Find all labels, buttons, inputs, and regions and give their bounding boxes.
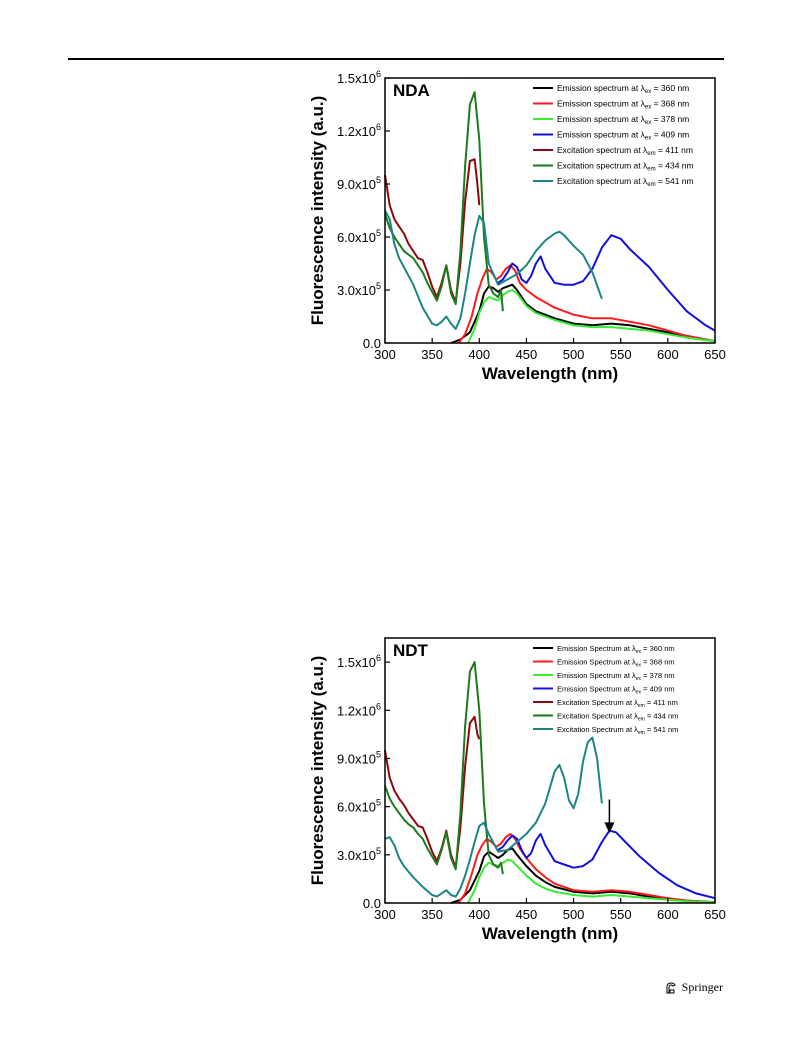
series-line-3 [467, 858, 716, 904]
legend-entry: Excitation Spectrum at λem = 434 nm [557, 712, 678, 723]
y-tick-label: 0.0 [363, 896, 381, 911]
panel-label: NDA [393, 81, 430, 100]
legend-entry: Excitation spectrum at λem = 541 nm [557, 176, 694, 188]
chart-panel-ndt: 300 350 400 450 500 550 600 650 0.0 3.0x105 6.0x10… [308, 637, 726, 943]
y-tick-label: 3.0x105 [337, 281, 381, 298]
x-tick-label: 600 [657, 907, 679, 922]
legend-entry: Excitation Spectrum at λem = 411 nm [557, 698, 678, 709]
series-line-4 [497, 234, 716, 332]
x-tick-label: 550 [610, 347, 632, 362]
y-tick-label: 0.0 [363, 336, 381, 351]
x-tick-label: 500 [563, 347, 585, 362]
series-line-5 [384, 715, 481, 869]
series-line-6 [384, 661, 504, 875]
plot-frame [384, 77, 716, 344]
y-tick-label: 6.0x105 [337, 798, 381, 815]
y-tick-label: 1.5x106 [337, 653, 381, 670]
chart-panel-nda: 300 350 400 450 500 550 600 650 0.0 3.0x105 6.0x10… [308, 69, 726, 383]
series-line-7 [384, 210, 603, 330]
legend-entry: Emission Spectrum at λex = 409 nm [557, 685, 675, 696]
y-tick-label: 9.0x105 [337, 749, 381, 766]
legend-entry: Emission spectrum at λex = 360 nm [557, 83, 689, 95]
x-axis-title: Wavelength (nm) [482, 924, 618, 943]
y-tick-label: 9.0x105 [337, 175, 381, 192]
x-tick-label: 650 [704, 347, 726, 362]
legend-entry: Emission Spectrum at λex = 360 nm [557, 644, 675, 655]
legend-entry: Excitation spectrum at λem = 411 nm [557, 145, 693, 157]
annotation-arrow-head [604, 822, 615, 834]
x-tick-label: 550 [610, 907, 632, 922]
x-tick-label: 350 [421, 347, 443, 362]
series-line-1 [450, 283, 716, 344]
series-line-1 [450, 847, 716, 904]
x-axis-title: Wavelength (nm) [482, 364, 618, 383]
x-tick-label: 450 [516, 907, 538, 922]
y-tick-label: 6.0x105 [337, 228, 381, 245]
x-tick-label: 450 [516, 347, 538, 362]
series-line-6 [384, 91, 504, 312]
y-tick-label: 3.0x105 [337, 846, 381, 863]
legend-entry: Emission spectrum at λex = 409 nm [557, 130, 689, 142]
series-line-7 [384, 736, 603, 898]
series-line-5 [384, 158, 481, 304]
panel-label: NDT [393, 641, 429, 660]
y-tick-label: 1.2x106 [337, 122, 381, 139]
series-line-4 [497, 829, 716, 900]
legend-entry: Excitation Spectrum at λem = 541 nm [557, 725, 678, 736]
y-tick-label: 1.2x106 [337, 701, 381, 718]
y-axis-title: Fluorescence intensity (a.u.) [308, 656, 327, 886]
x-tick-label: 400 [468, 907, 490, 922]
x-tick-label: 650 [704, 907, 726, 922]
legend-entry: Excitation spectrum at λem = 434 nm [557, 161, 694, 173]
x-tick-label: 350 [421, 907, 443, 922]
publisher-footer: Springer [664, 980, 723, 995]
x-tick-label: 400 [468, 347, 490, 362]
publisher-name: Springer [681, 980, 723, 994]
springer-horse-icon [666, 981, 676, 993]
series-line-3 [467, 289, 716, 344]
series-line-2 [457, 264, 716, 344]
y-tick-label: 1.5x106 [337, 69, 381, 86]
x-tick-label: 300 [374, 347, 396, 362]
legend-entry: Emission Spectrum at λex = 378 nm [557, 671, 675, 682]
legend-entry: Emission spectrum at λex = 378 nm [557, 114, 689, 126]
legend-entry: Emission spectrum at λex = 368 nm [557, 99, 689, 111]
series-line-2 [457, 832, 716, 904]
x-tick-label: 300 [374, 907, 396, 922]
x-tick-label: 500 [563, 907, 585, 922]
plot-frame [384, 637, 716, 904]
top-rule [68, 58, 724, 60]
legend-entry: Emission Spectrum at λex = 368 nm [557, 658, 675, 669]
y-axis-title: Fluorescence intensity (a.u.) [308, 96, 327, 326]
x-tick-label: 600 [657, 347, 679, 362]
